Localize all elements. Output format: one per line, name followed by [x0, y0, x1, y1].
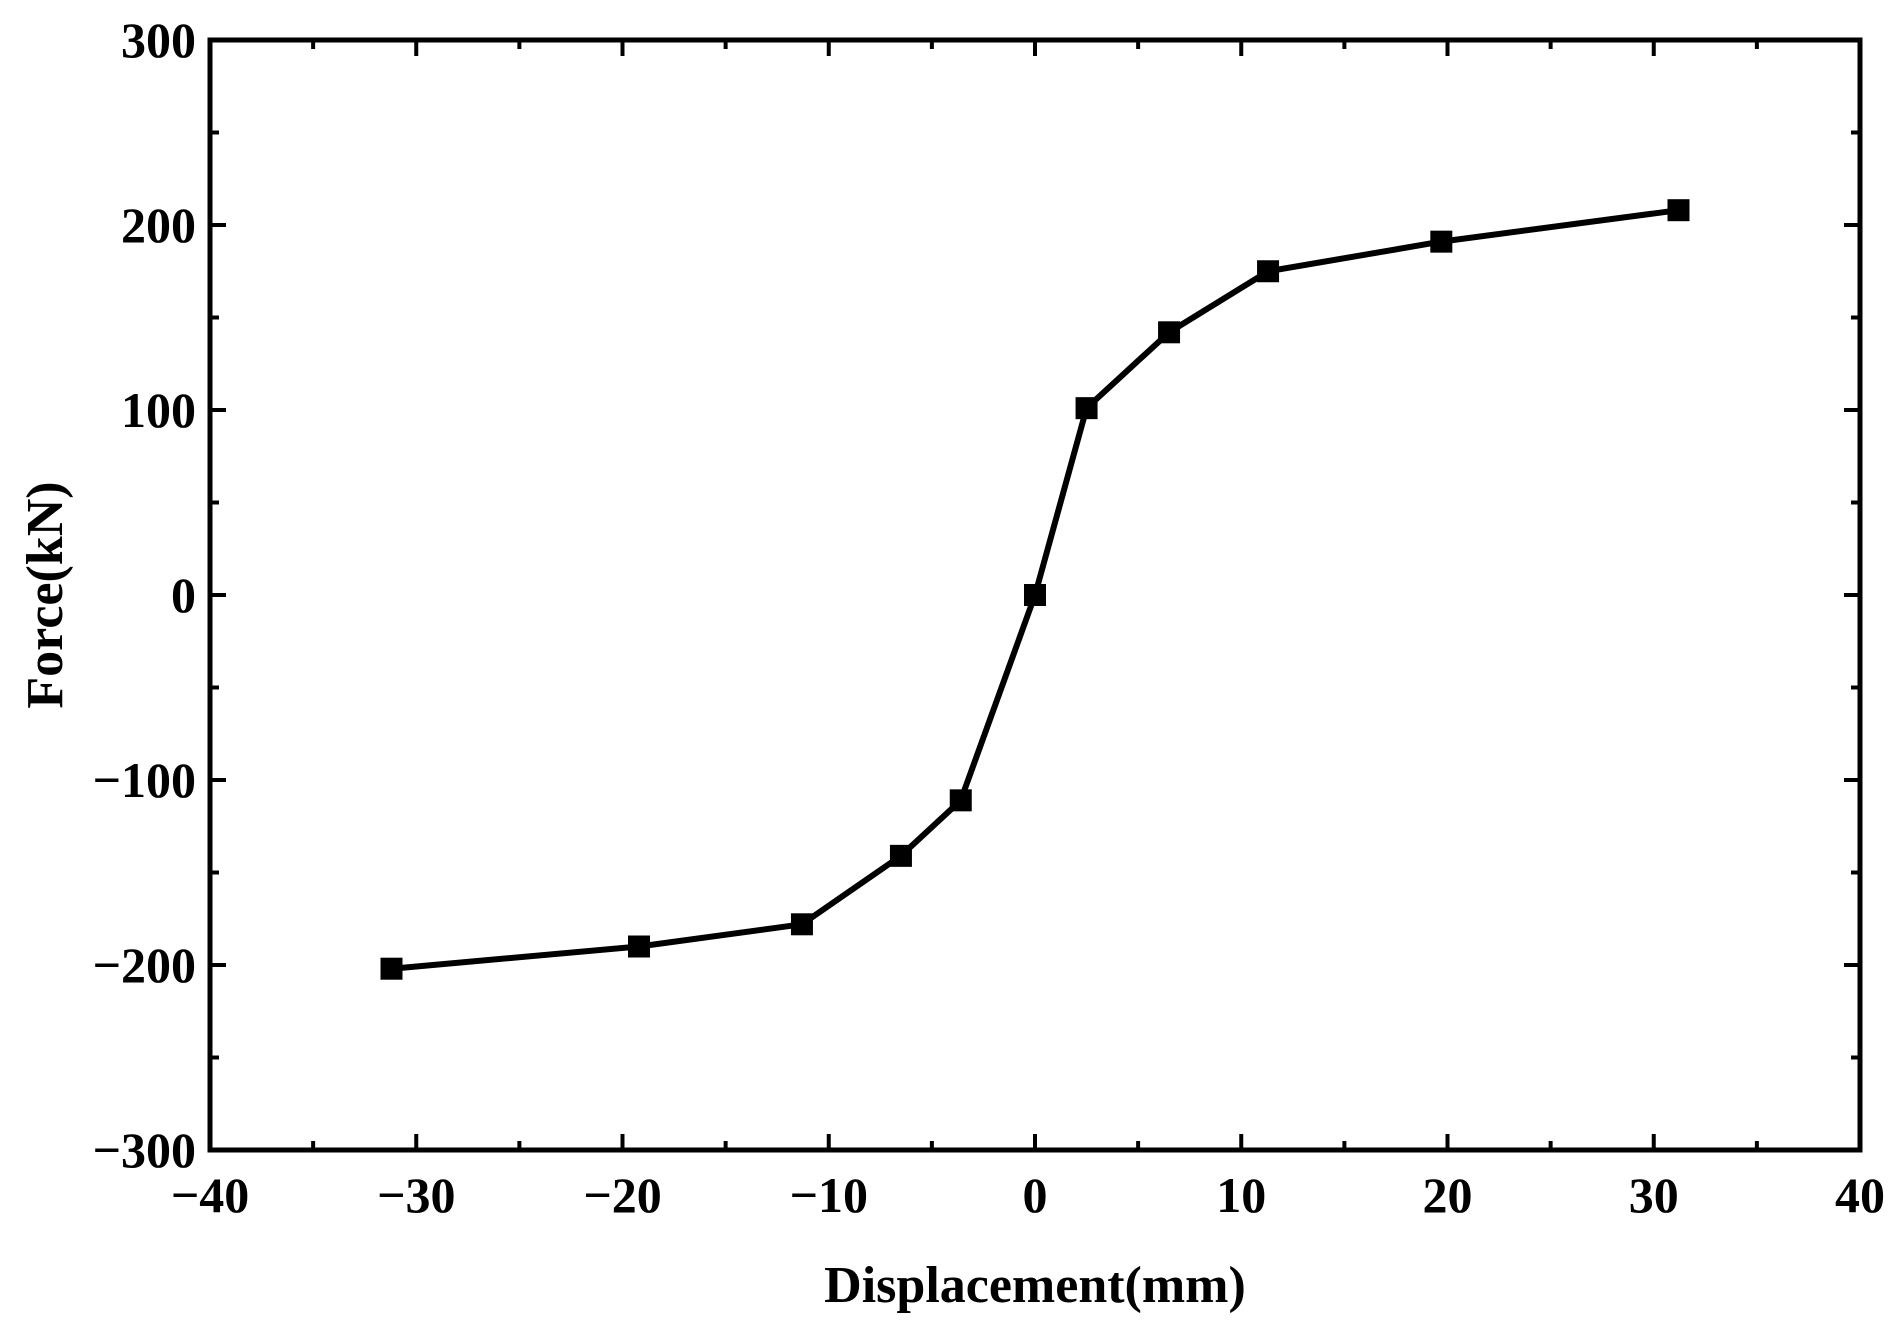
tick-labels: −40 −30 −20 −10 0 10 20 30 40−300−200−1000100200… — [93, 12, 1886, 1223]
x-tick-label: 10 — [1216, 1167, 1266, 1223]
x-tick-label: −10 — [790, 1167, 869, 1223]
data-point-marker — [1430, 230, 1453, 253]
axis-ticks — [208, 38, 1862, 1152]
y-tick-label: −100 — [93, 752, 197, 808]
x-tick-label: −40 — [171, 1167, 250, 1223]
data-point-marker — [949, 789, 972, 812]
data-point-marker — [1257, 260, 1280, 283]
y-tick-label: −300 — [93, 1122, 197, 1178]
y-tick-label: −200 — [93, 937, 197, 993]
x-tick-label: 30 — [1629, 1167, 1679, 1223]
y-tick-label: 300 — [121, 12, 196, 68]
y-tick-label: 0 — [171, 567, 196, 623]
data-point-marker — [1158, 321, 1181, 344]
x-tick-label: 0 — [1023, 1167, 1048, 1223]
y-tick-label: 200 — [121, 197, 196, 253]
x-axis-title: Displacement(mm) — [824, 1257, 1246, 1314]
y-tick-label: 100 — [121, 382, 196, 438]
data-point-marker — [790, 913, 813, 936]
x-tick-label: 20 — [1423, 1167, 1473, 1223]
y-axis-title: Force(kN) — [17, 481, 74, 708]
x-tick-label: −30 — [377, 1167, 456, 1223]
data-point-marker — [1075, 397, 1098, 420]
data-point-marker — [1667, 199, 1690, 222]
x-tick-label: 40 — [1835, 1167, 1885, 1223]
x-tick-label: −20 — [583, 1167, 662, 1223]
data-point-marker — [628, 935, 650, 958]
data-point-marker — [889, 844, 912, 867]
data-point-marker — [1024, 584, 1046, 606]
series-markers — [380, 199, 1690, 980]
data-point-marker — [380, 957, 403, 980]
